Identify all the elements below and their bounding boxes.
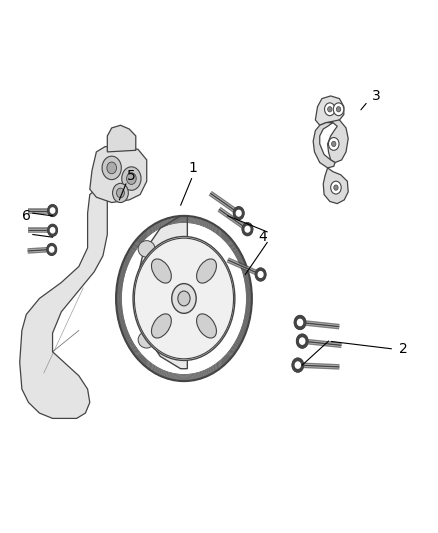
Circle shape: [113, 183, 128, 203]
Circle shape: [328, 138, 339, 150]
Circle shape: [237, 211, 241, 216]
Text: 4: 4: [258, 230, 267, 244]
Circle shape: [294, 316, 306, 329]
Text: 3: 3: [372, 89, 381, 103]
Circle shape: [122, 167, 141, 190]
Circle shape: [172, 284, 196, 313]
Circle shape: [245, 227, 250, 232]
Circle shape: [102, 156, 121, 180]
Circle shape: [50, 208, 55, 213]
Ellipse shape: [152, 259, 171, 283]
Text: 6: 6: [22, 209, 31, 223]
Circle shape: [47, 244, 57, 255]
Ellipse shape: [152, 314, 171, 338]
Circle shape: [295, 362, 300, 368]
Polygon shape: [90, 147, 147, 203]
Circle shape: [233, 207, 244, 220]
Circle shape: [107, 162, 117, 174]
Circle shape: [300, 338, 305, 344]
Ellipse shape: [138, 241, 155, 257]
Polygon shape: [326, 120, 348, 163]
Circle shape: [331, 181, 341, 194]
Text: 5: 5: [127, 169, 136, 183]
Circle shape: [242, 223, 253, 236]
Circle shape: [117, 188, 124, 198]
Polygon shape: [20, 189, 107, 418]
Circle shape: [325, 103, 335, 116]
Circle shape: [49, 247, 54, 252]
Circle shape: [50, 228, 55, 233]
Circle shape: [133, 237, 235, 360]
Polygon shape: [137, 216, 187, 369]
Circle shape: [178, 291, 190, 306]
Circle shape: [336, 107, 341, 112]
Polygon shape: [323, 168, 348, 204]
Ellipse shape: [197, 259, 216, 283]
Circle shape: [297, 334, 308, 348]
Text: 2: 2: [399, 342, 407, 356]
Circle shape: [255, 268, 266, 281]
Circle shape: [332, 141, 336, 147]
Circle shape: [328, 107, 332, 112]
Circle shape: [334, 185, 338, 190]
Circle shape: [48, 224, 57, 236]
Circle shape: [333, 103, 344, 116]
Ellipse shape: [138, 332, 155, 348]
Circle shape: [127, 173, 136, 184]
Polygon shape: [107, 125, 136, 152]
Polygon shape: [313, 123, 335, 168]
Circle shape: [292, 358, 304, 372]
Ellipse shape: [197, 314, 216, 338]
Polygon shape: [315, 96, 344, 125]
Text: 1: 1: [188, 161, 197, 175]
Circle shape: [258, 272, 263, 277]
Circle shape: [48, 205, 57, 216]
Circle shape: [297, 319, 303, 326]
